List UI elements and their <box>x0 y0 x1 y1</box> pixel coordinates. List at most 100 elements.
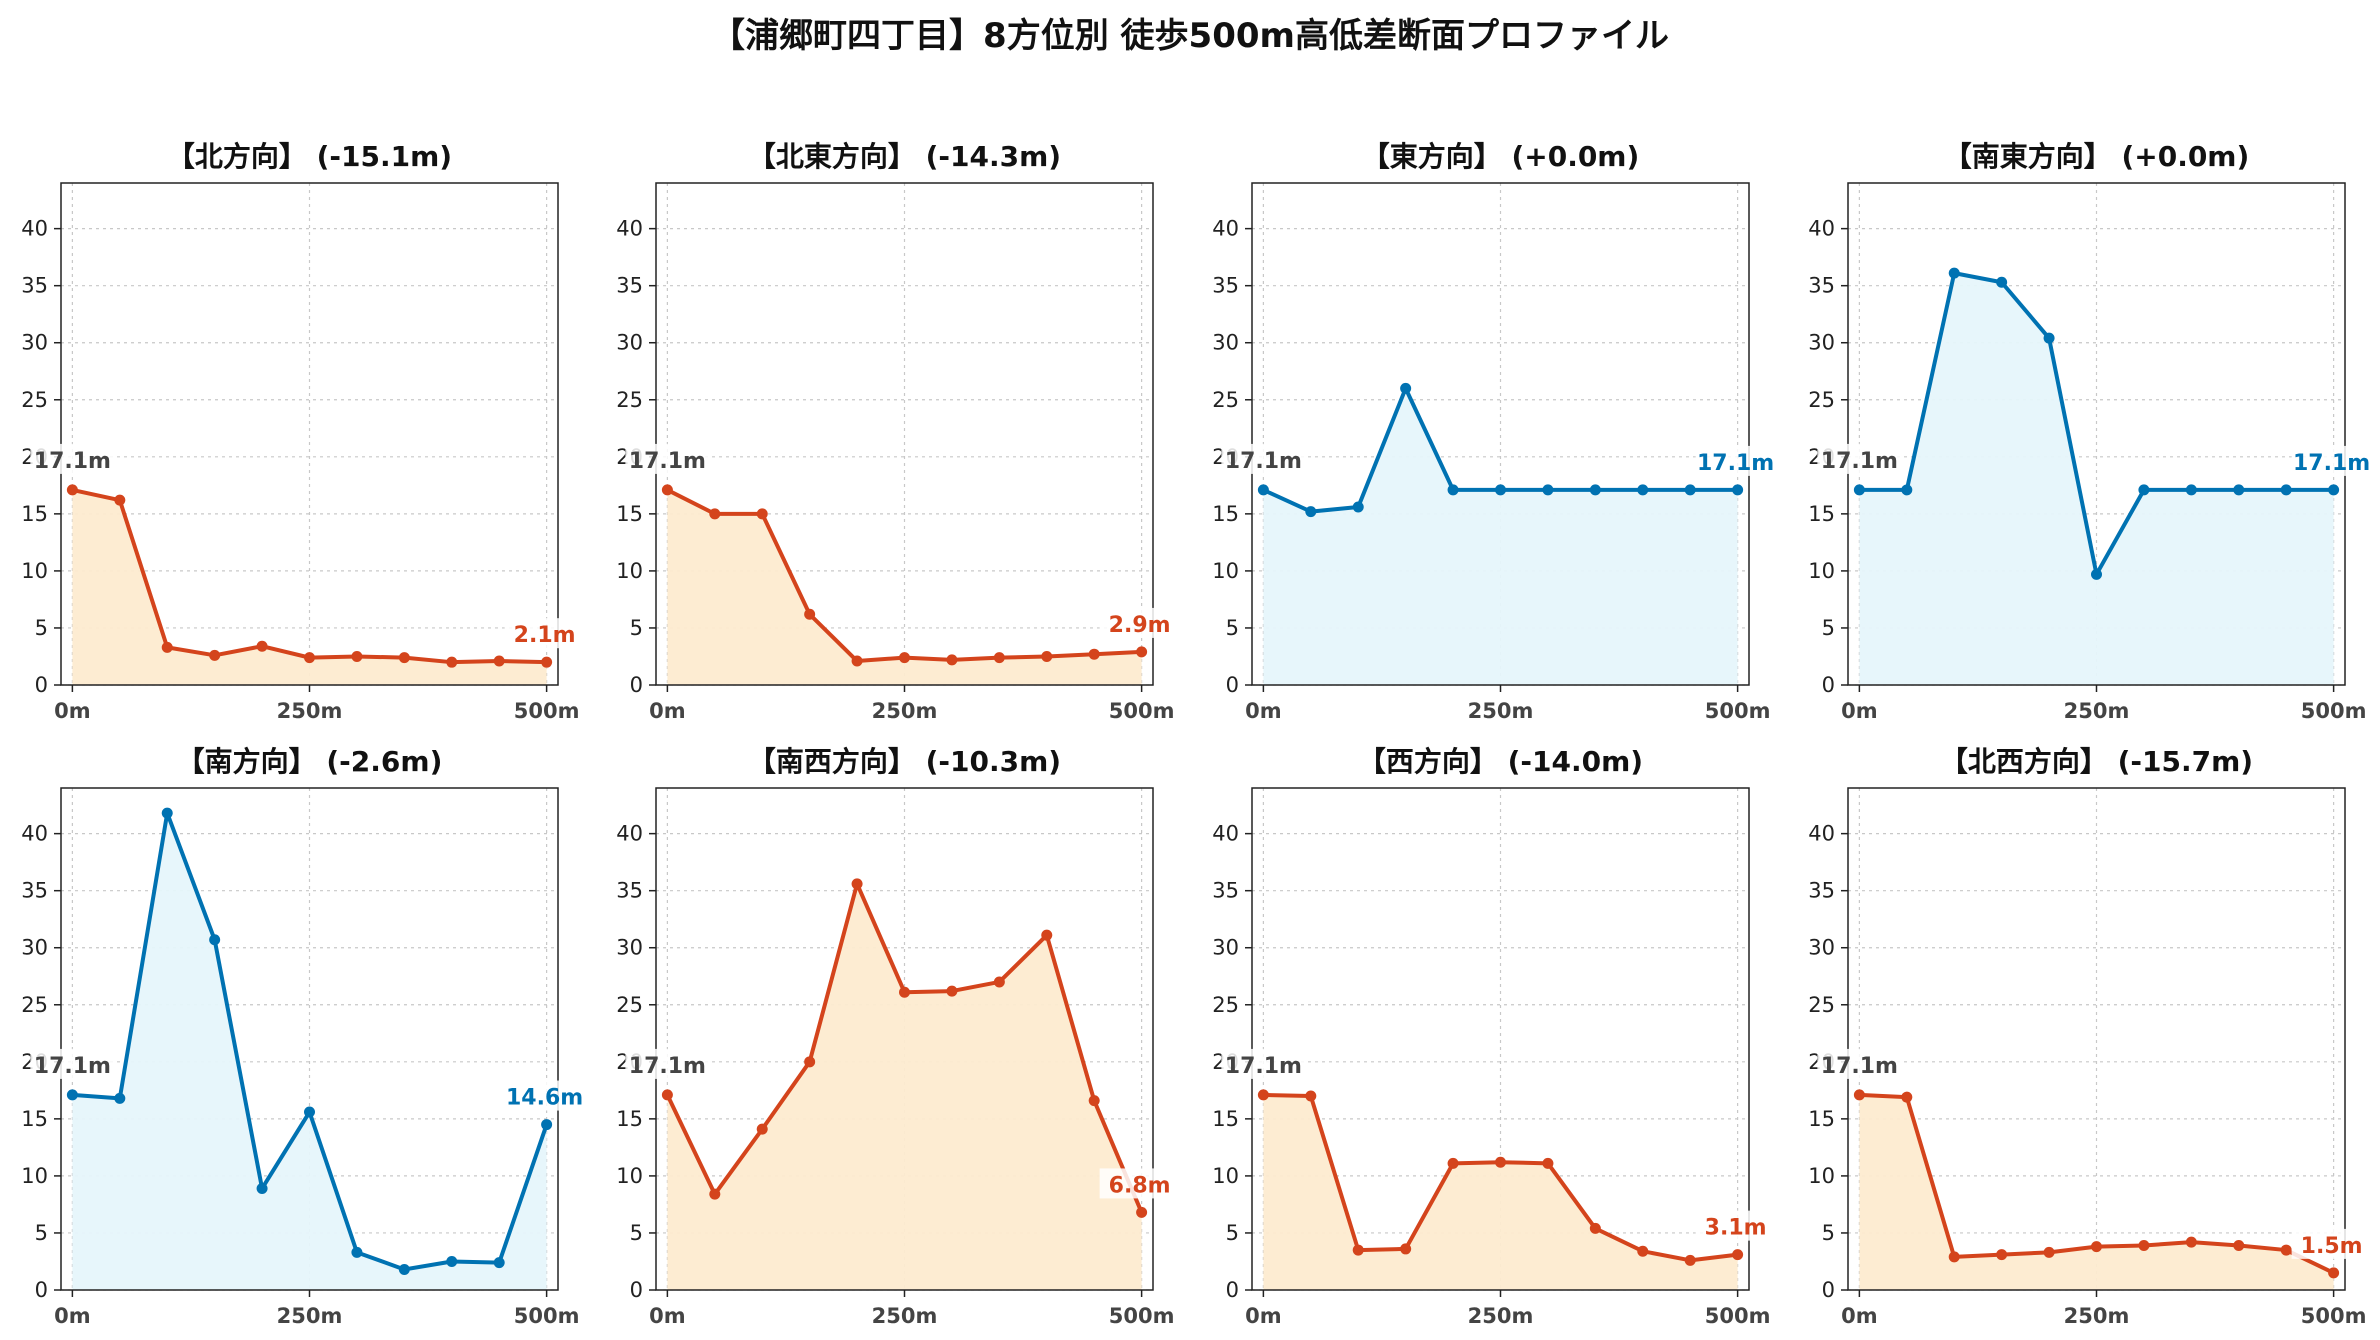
elevation-point <box>1352 501 1364 513</box>
elevation-point <box>1637 484 1649 496</box>
start-elevation-label: 17.1m <box>1821 449 1898 474</box>
elevation-point <box>661 484 673 496</box>
start-elevation-label: 17.1m <box>1225 1054 1302 1079</box>
elevation-point <box>1495 484 1506 496</box>
y-tick-label: 15 <box>1212 1107 1239 1131</box>
x-tick-label: 500m <box>1109 1304 1175 1328</box>
panel-title: 【南方向】 (-2.6m) <box>177 745 443 778</box>
x-tick-label: 250m <box>277 699 343 723</box>
elevation-point <box>493 1257 505 1269</box>
x-tick-label: 0m <box>1245 699 1282 723</box>
elevation-point <box>209 934 221 946</box>
end-elevation-label: 1.5m <box>2301 1234 2363 1259</box>
y-tick-label: 0 <box>1822 1278 1835 1302</box>
x-tick-label: 0m <box>1841 699 1878 723</box>
elevation-point <box>2328 484 2340 496</box>
y-tick-label: 0 <box>1226 673 1239 697</box>
x-tick-label: 500m <box>514 699 580 723</box>
y-tick-label: 30 <box>1212 936 1239 960</box>
y-tick-label: 0 <box>630 1278 643 1302</box>
y-tick-label: 35 <box>1212 879 1239 903</box>
elevation-point <box>993 976 1005 988</box>
elevation-point <box>756 508 768 520</box>
y-tick-label: 30 <box>21 331 48 355</box>
y-tick-label: 40 <box>1212 822 1239 846</box>
elevation-point <box>1948 1251 1960 1263</box>
elevation-point <box>541 1119 553 1131</box>
end-elevation-label: 2.1m <box>514 623 576 648</box>
elevation-point <box>1088 1095 1100 1107</box>
x-tick-label: 500m <box>514 1304 580 1328</box>
elevation-point <box>1136 646 1148 658</box>
elevation-point <box>1305 1090 1317 1102</box>
start-label-bg <box>30 1048 115 1079</box>
elevation-point <box>709 1188 721 1200</box>
y-tick-label: 25 <box>1212 388 1239 412</box>
y-tick-label: 40 <box>616 217 643 241</box>
y-tick-label: 5 <box>1822 1221 1835 1245</box>
start-label-bg <box>1817 443 1902 474</box>
elevation-point <box>804 1056 816 1068</box>
end-label-bg <box>2291 1228 2372 1259</box>
elevation-point <box>1948 267 1960 279</box>
profile-panel-2: 05101520253035400m250m500m【東方向】 (+0.0m)1… <box>1212 140 1776 723</box>
y-tick-label: 25 <box>616 388 643 412</box>
end-label-bg <box>1099 1168 1180 1199</box>
y-tick-label: 35 <box>21 879 48 903</box>
end-label-bg <box>1099 607 1180 638</box>
y-tick-label: 25 <box>21 388 48 412</box>
x-tick-label: 0m <box>54 1304 91 1328</box>
elevation-point <box>446 1255 458 1267</box>
elevation-point <box>1542 1157 1554 1169</box>
elevation-point <box>1495 1156 1506 1168</box>
y-tick-label: 35 <box>1808 879 1835 903</box>
y-tick-label: 10 <box>1808 1164 1835 1188</box>
end-elevation-label: 3.1m <box>1705 1216 1767 1241</box>
start-label-bg <box>1817 1048 1902 1079</box>
start-elevation-label: 17.1m <box>1225 449 1302 474</box>
elevation-point <box>804 608 816 620</box>
y-tick-label: 10 <box>616 559 643 583</box>
x-tick-label: 0m <box>649 699 686 723</box>
elevation-point <box>1996 276 2008 288</box>
x-tick-label: 250m <box>2064 699 2130 723</box>
panel-title: 【北西方向】 (-15.7m) <box>1940 745 2253 778</box>
y-tick-label: 15 <box>21 502 48 526</box>
elevation-point <box>1352 1244 1364 1256</box>
elevation-point <box>1257 1089 1269 1101</box>
y-tick-label: 5 <box>35 616 48 640</box>
start-label-bg <box>30 443 115 474</box>
end-label-bg <box>1695 445 1776 476</box>
elevation-point <box>1305 506 1317 518</box>
y-tick-label: 35 <box>616 879 643 903</box>
panel-title: 【南西方向】 (-10.3m) <box>748 745 1061 778</box>
elevation-point <box>256 1182 268 1194</box>
elevation-point <box>114 1092 126 1104</box>
end-elevation-label: 6.8m <box>1109 1173 1171 1198</box>
elevation-point <box>1637 1245 1649 1257</box>
elevation-area <box>72 813 547 1290</box>
end-label-bg <box>2291 445 2372 476</box>
y-tick-label: 35 <box>21 274 48 298</box>
start-label-bg <box>625 1048 710 1079</box>
y-tick-label: 5 <box>1226 616 1239 640</box>
panel-title: 【北東方向】 (-14.3m) <box>748 140 1061 173</box>
elevation-point <box>2138 484 2150 496</box>
elevation-point <box>256 640 268 652</box>
end-label-bg <box>1695 1210 1776 1241</box>
x-tick-label: 250m <box>1468 1304 1534 1328</box>
elevation-point <box>304 1106 315 1118</box>
elevation-point <box>1400 1243 1412 1255</box>
elevation-point <box>1257 484 1269 496</box>
elevation-point <box>2280 484 2292 496</box>
x-tick-label: 250m <box>277 1304 343 1328</box>
end-label-bg <box>504 1080 585 1111</box>
x-tick-label: 250m <box>1468 699 1534 723</box>
elevation-point <box>351 650 363 662</box>
elevation-point <box>2280 1244 2292 1256</box>
elevation-point <box>1853 484 1865 496</box>
y-tick-label: 25 <box>21 993 48 1017</box>
x-tick-label: 0m <box>1841 1304 1878 1328</box>
y-tick-label: 5 <box>1226 1221 1239 1245</box>
elevation-point <box>351 1246 363 1258</box>
